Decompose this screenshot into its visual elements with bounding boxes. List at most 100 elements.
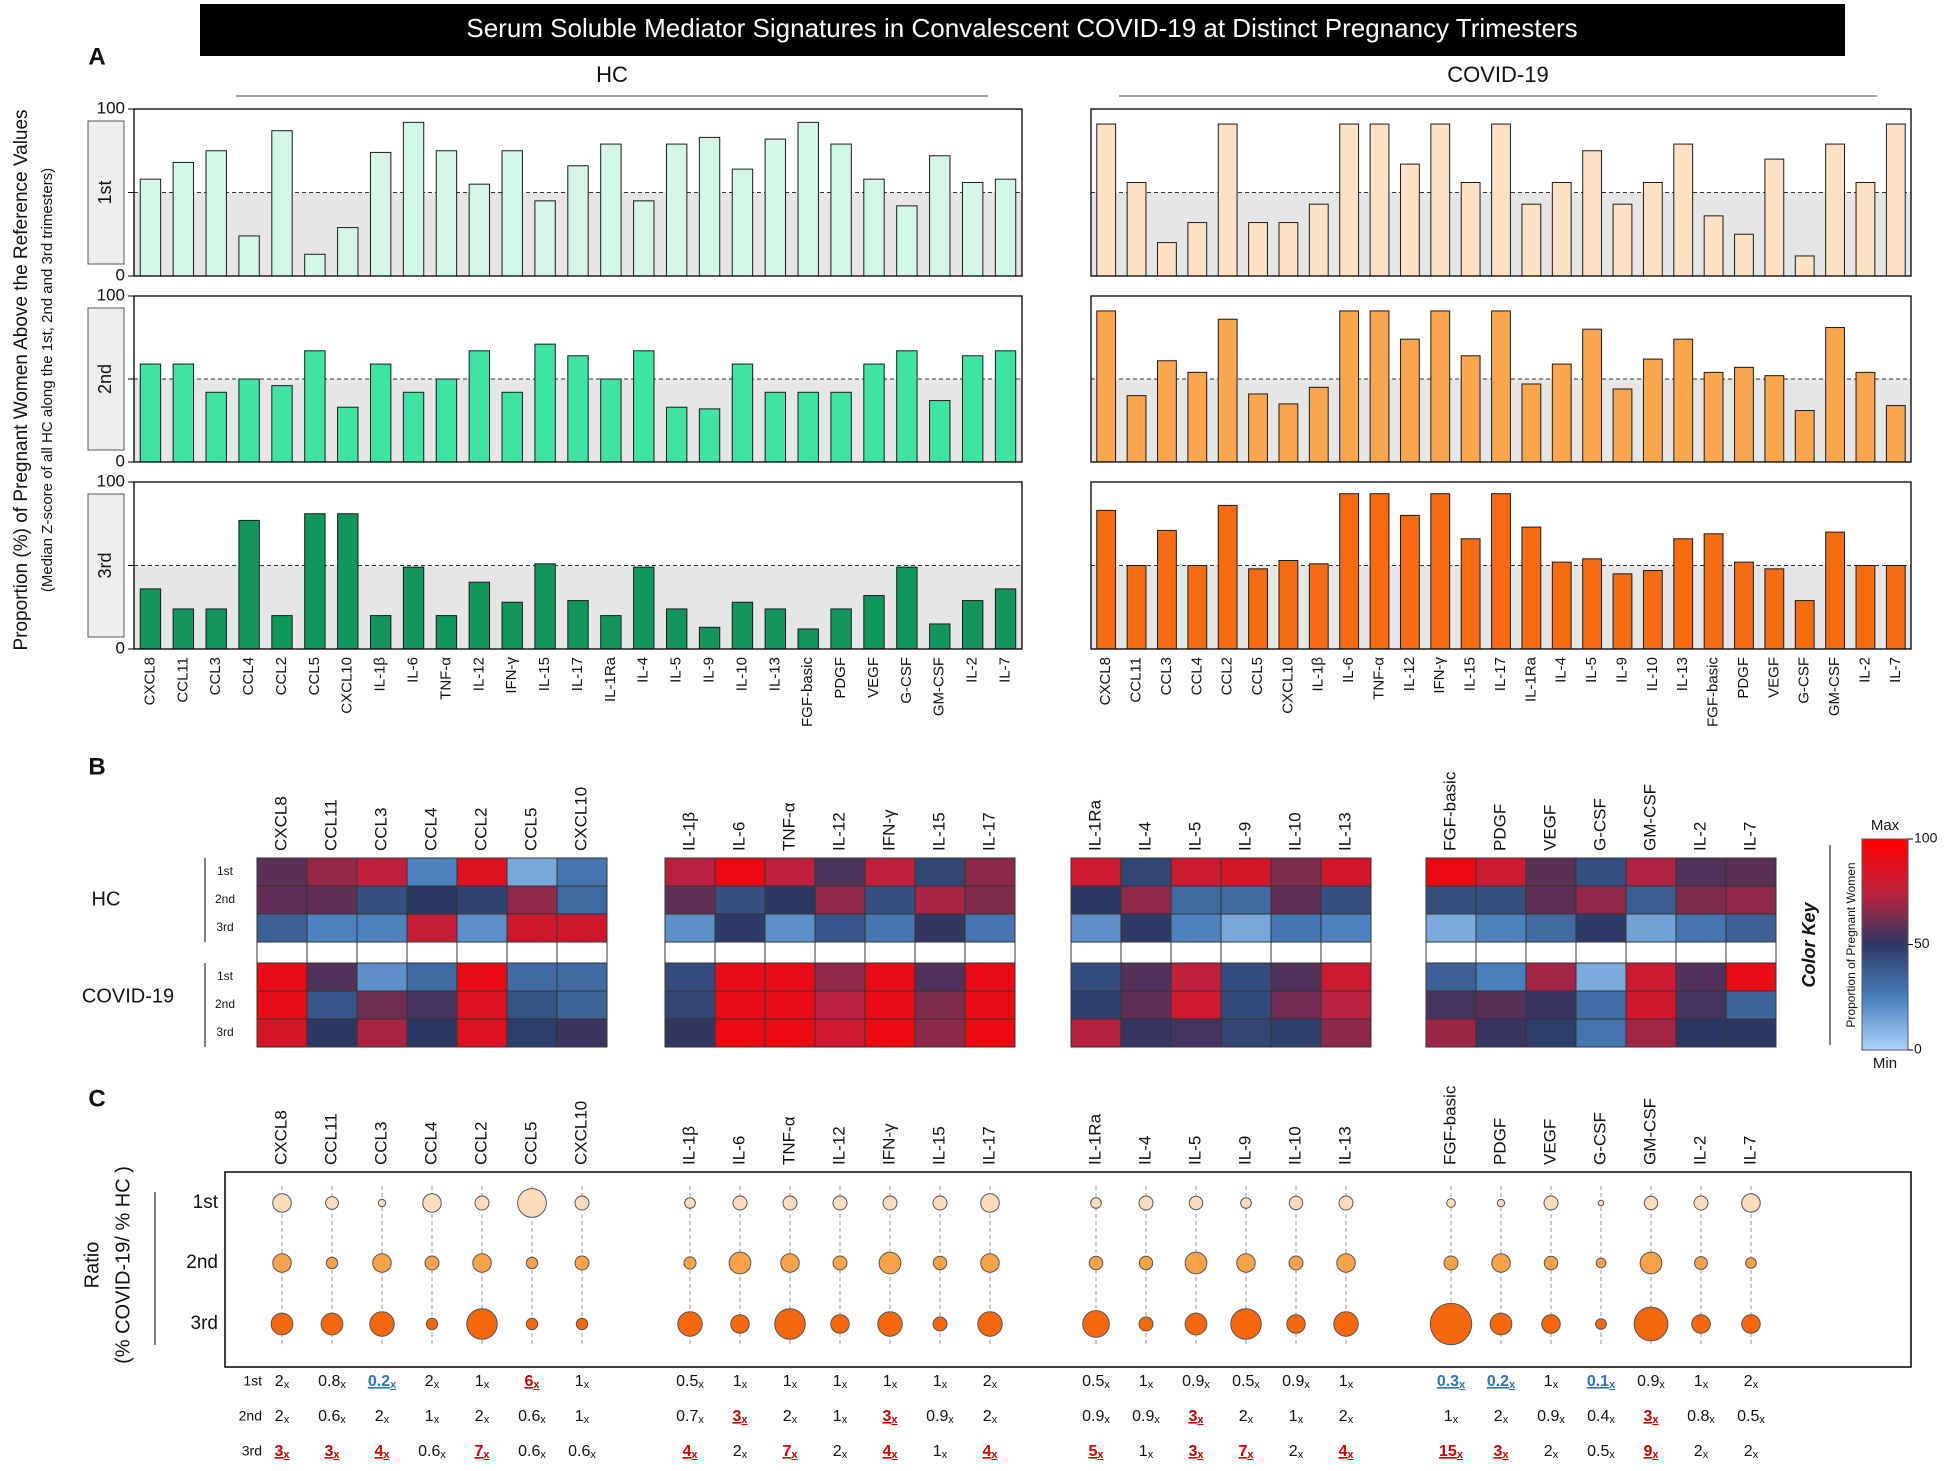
heatmap-cell [1725,990,1777,1020]
ratio-label: 1x [833,1408,848,1426]
bar [1794,255,1815,277]
x-tick-label: IL-7 [997,657,1014,683]
heatmap-col-label: IL-5 [1185,822,1204,851]
heatmap-cell [1220,913,1272,943]
bar [1278,403,1299,463]
ratio-label: 2x [733,1443,748,1461]
heatmap-cell [664,990,716,1020]
heatmap-cell [1575,913,1627,943]
x-tick-label: IL-6 [1340,657,1357,683]
y-tick-label: 0 [116,451,125,470]
bubble [1240,1197,1252,1209]
ratio-label: 2x [983,1373,998,1391]
x-tick-label: IL-12 [1401,657,1418,691]
heatmap-col-label: IL-7 [1740,822,1759,851]
x-tick-label: IL-4 [1553,657,1570,683]
heatmap-col-label: IL-4 [1135,822,1154,851]
heatmap-cell [406,913,458,943]
heatmap-col-label: G-CSF [1590,798,1609,851]
spacer-cell [1725,941,1777,964]
heatmap-cell [406,885,458,915]
spacer-cell [814,941,866,964]
heatmap-cell [306,1018,358,1048]
bubble [1286,1314,1306,1334]
x-tick-label: CXCL10 [339,657,356,714]
ratio-label: 3x [1188,1443,1204,1461]
bar [863,595,885,650]
heatmap-cell [306,913,358,943]
bar [1521,526,1542,650]
bar [1369,310,1390,463]
bar [633,200,655,277]
bubble [782,1195,798,1211]
bubble [424,1255,440,1271]
bar [830,608,852,650]
y-tick-label: 0 [116,265,125,284]
bar [1096,123,1117,277]
heatmap-cell [1220,885,1272,915]
ratio-label: 0.4x [1587,1408,1615,1426]
bubble [1693,1195,1709,1211]
bar [1308,203,1329,277]
heatmap-cell [1525,913,1577,943]
heatmap-cell [456,990,508,1020]
row-label-box [87,493,125,638]
plot-frame [1090,481,1912,650]
bubble [474,1195,490,1211]
heatmap-cell [1475,885,1527,915]
heatmap-cell [1625,885,1677,915]
heatmap-cell [814,990,866,1020]
heatmap-cell [1625,962,1677,992]
bar [1582,558,1603,650]
bubble-col-label: IL-1β [679,1126,698,1165]
x-tick-label: IL-10 [733,657,750,691]
ratio-label: 7x [474,1443,490,1461]
ratio-label: 1x [883,1373,898,1391]
spacer-cell [1575,941,1627,964]
x-tick-label: CCL2 [273,657,290,695]
heatmap-cell [714,885,766,915]
spacer-cell [256,941,308,964]
x-tick-label: IL-1β [372,657,389,692]
heatmap-col-label: CCL2 [471,808,490,851]
ratio-label: 4x [682,1443,698,1461]
bar [304,513,326,650]
x-tick-label: FGF-basic [1705,657,1722,728]
bubble-col-label: IL-4 [1135,1136,1154,1165]
ratio-label: 3x [732,1408,748,1426]
heatmap-cell [1725,1018,1777,1048]
heatmap-cell [1170,1018,1222,1048]
heatmap-row-tick: 1st [217,969,234,983]
ratio-label: 4x [374,1443,390,1461]
heatmap-cell [814,1018,866,1048]
bubble [830,1314,850,1334]
x-tick-label: IL-7 [1887,657,1904,683]
bar [271,130,293,277]
heatmap-cell [1320,885,1372,915]
heatmap-cell [814,962,866,992]
heatmap-cell [1270,962,1322,992]
bar [1430,493,1451,650]
bar [1187,371,1208,463]
heatmap-cell [506,913,558,943]
ratio-label: 4x [1338,1443,1354,1461]
bar [369,615,392,650]
spacer-cell [1675,941,1727,964]
bubble [1184,1312,1208,1336]
color-key-title: Color Key [1799,902,1819,988]
heatmap-cell [556,962,608,992]
bar [1582,328,1603,463]
heatmap-cell [556,885,608,915]
ratio-label: 1x [1139,1443,1154,1461]
bubble [677,1311,703,1337]
ratio-label: 1x [1444,1408,1459,1426]
ratio-label: 0.9x [1537,1408,1565,1426]
heatmap-col-label: VEGF [1540,805,1559,851]
heatmap-cell [714,913,766,943]
bar [1217,318,1238,463]
bar [435,150,458,277]
heatmap-row-tick: 2nd [215,892,235,906]
x-tick-label: IL-1Ra [1522,656,1539,702]
heatmap-col-label: CCL4 [421,808,440,851]
x-tick-label: CXCL8 [1097,657,1114,705]
